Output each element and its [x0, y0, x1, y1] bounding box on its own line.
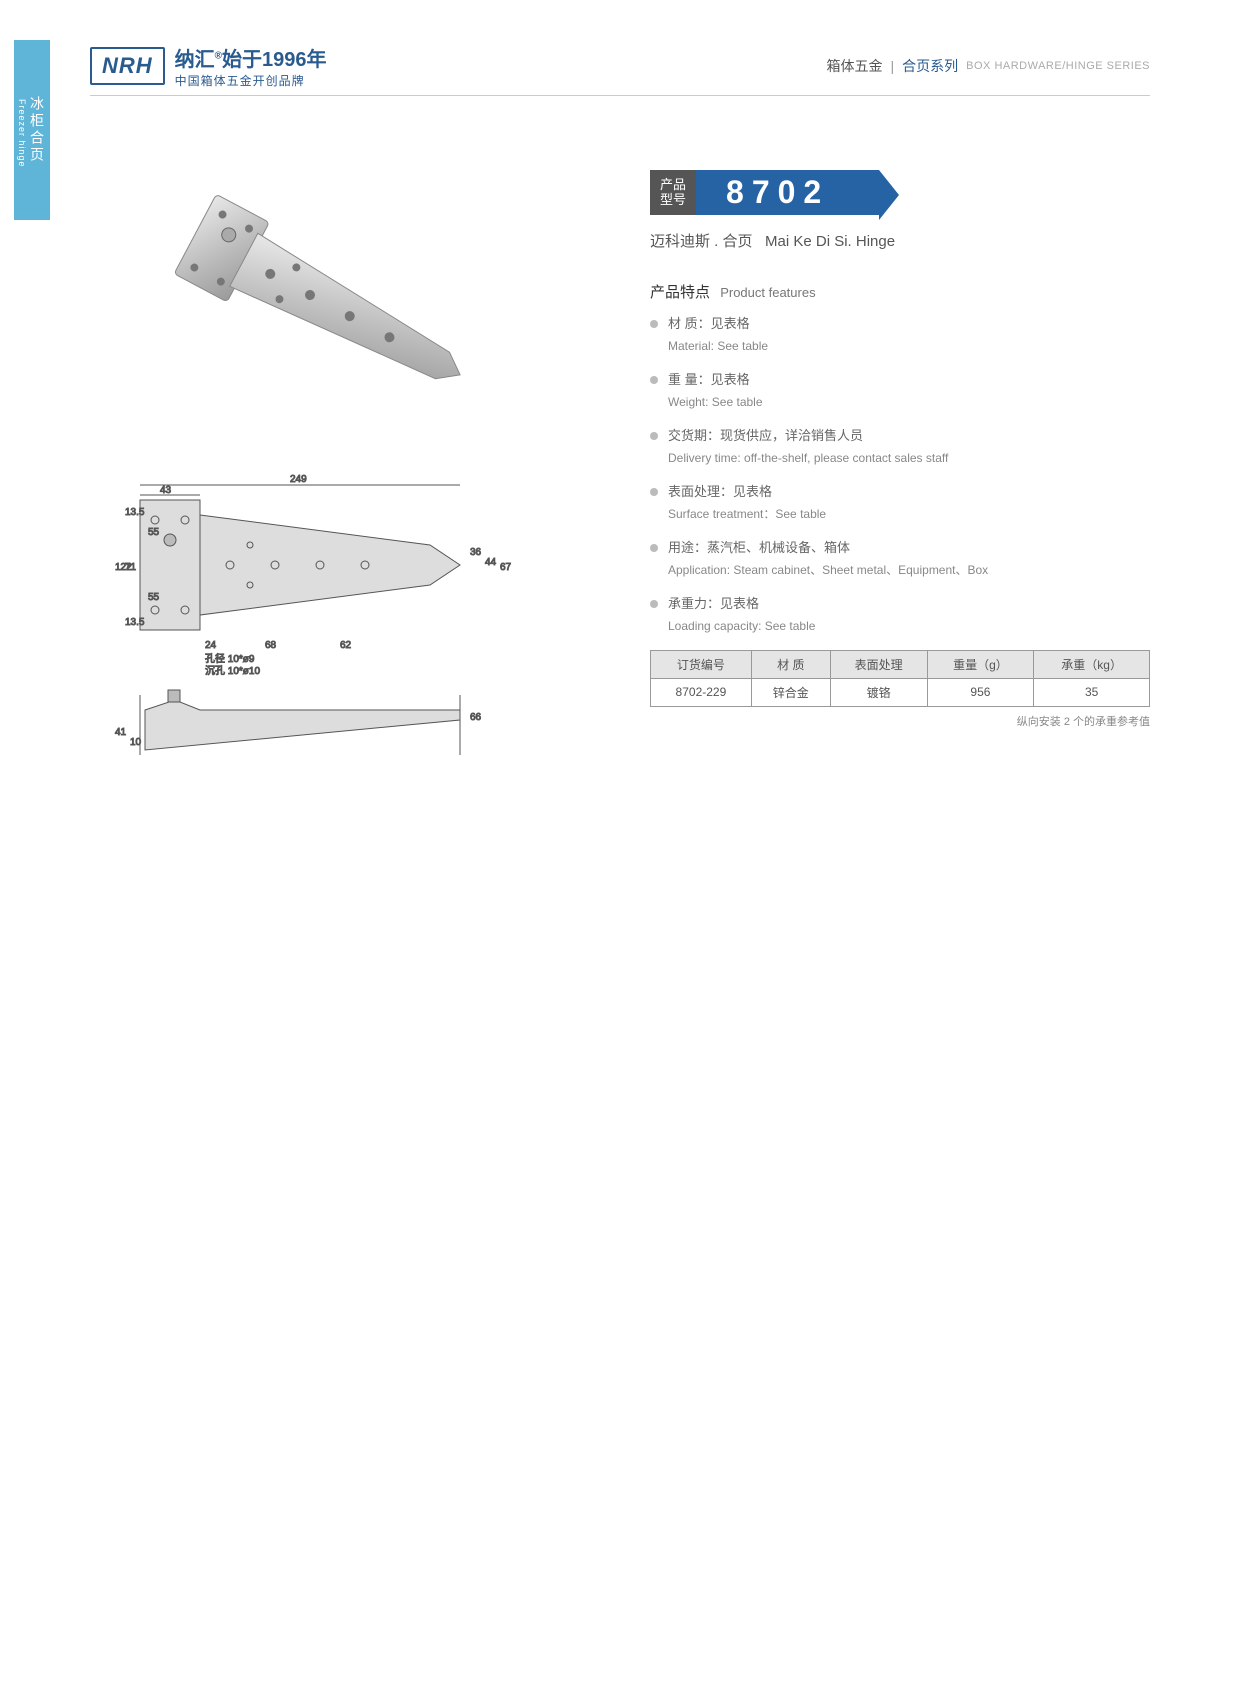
- svg-text:249: 249: [290, 474, 307, 485]
- category-en: BOX HARDWARE/HINGE SERIES: [966, 60, 1150, 72]
- svg-text:13.5: 13.5: [125, 617, 145, 628]
- spec-table: 订货编号材 质表面处理重量（g）承重（kg） 8702-229锌合金镀铬9563…: [650, 650, 1150, 707]
- side-category-tab: 冰柜合页 Freezer hinge: [14, 40, 50, 220]
- table-header: 承重（kg）: [1034, 650, 1150, 678]
- svg-text:67: 67: [500, 562, 512, 573]
- svg-text:孔径 10*ø9: 孔径 10*ø9: [205, 652, 255, 665]
- table-header: 重量（g）: [927, 650, 1034, 678]
- svg-text:71: 71: [125, 562, 137, 573]
- features-title: 产品特点 Product features: [650, 281, 1150, 302]
- product-photo: [100, 170, 560, 430]
- svg-text:68: 68: [265, 640, 277, 651]
- content-area: 249 43 122 13.5 71 13.5 55 55 24 68 62 3…: [100, 170, 1150, 775]
- feature-item: 材 质：见表格Material: See table: [650, 314, 1150, 356]
- right-column: 产品 型号 8702 迈科迪斯 . 合页 Mai Ke Di Si. Hinge…: [650, 170, 1150, 775]
- brand-line1: 纳汇®始于1996年: [175, 43, 327, 72]
- feature-item: 承重力：见表格Loading capacity: See table: [650, 594, 1150, 636]
- feature-item: 表面处理：见表格Surface treatment：See table: [650, 482, 1150, 524]
- table-note: 纵向安装 2 个的承重参考值: [650, 713, 1150, 729]
- model-name: 迈科迪斯 . 合页 Mai Ke Di Si. Hinge: [650, 230, 1150, 251]
- features-list: 材 质：见表格Material: See table 重 量：见表格Weight:…: [650, 314, 1150, 636]
- table-header: 材 质: [751, 650, 830, 678]
- svg-text:24: 24: [205, 640, 217, 651]
- feature-item: 用途：蒸汽柜、机械设备、箱体Application: Steam cabinet…: [650, 538, 1150, 580]
- logo-text: 纳汇®始于1996年 中国箱体五金开创品牌: [175, 43, 327, 89]
- table-header: 表面处理: [830, 650, 927, 678]
- model-header: 产品 型号 8702: [650, 170, 1150, 215]
- model-label: 产品 型号: [650, 170, 696, 215]
- svg-text:55: 55: [148, 527, 160, 538]
- table-header: 订货编号: [651, 650, 752, 678]
- feature-item: 重 量：见表格Weight: See table: [650, 370, 1150, 412]
- category-cn1: 箱体五金: [827, 56, 883, 76]
- side-tab-en: Freezer hinge: [17, 99, 27, 168]
- logo-mark: NRH: [90, 47, 165, 85]
- header-category: 箱体五金 | 合页系列 BOX HARDWARE/HINGE SERIES: [827, 56, 1150, 76]
- table-header-row: 订货编号材 质表面处理重量（g）承重（kg）: [651, 650, 1150, 678]
- svg-text:62: 62: [340, 640, 352, 651]
- svg-text:41: 41: [115, 727, 127, 738]
- model-number: 8702: [696, 170, 879, 215]
- svg-text:43: 43: [160, 485, 172, 496]
- svg-text:55: 55: [148, 592, 160, 603]
- svg-text:36: 36: [470, 547, 482, 558]
- svg-text:沉孔 10*ø10: 沉孔 10*ø10: [205, 664, 260, 677]
- side-tab-cn: 冰柜合页: [27, 96, 47, 164]
- page-header: NRH 纳汇®始于1996年 中国箱体五金开创品牌 箱体五金 | 合页系列 BO…: [90, 36, 1150, 96]
- technical-drawing: 249 43 122 13.5 71 13.5 55 55 24 68 62 3…: [100, 450, 620, 775]
- brand-tagline: 中国箱体五金开创品牌: [175, 72, 327, 89]
- logo-block: NRH 纳汇®始于1996年 中国箱体五金开创品牌: [90, 43, 327, 89]
- category-cn2: 合页系列: [902, 56, 958, 76]
- table-row: 8702-229锌合金镀铬95635: [651, 678, 1150, 706]
- svg-text:44: 44: [485, 557, 497, 568]
- svg-text:66: 66: [470, 712, 482, 723]
- left-column: 249 43 122 13.5 71 13.5 55 55 24 68 62 3…: [100, 170, 620, 775]
- svg-text:13.5: 13.5: [125, 507, 145, 518]
- table-body: 8702-229锌合金镀铬95635: [651, 678, 1150, 706]
- feature-item: 交货期：现货供应，详洽销售人员Delivery time: off-the-sh…: [650, 426, 1150, 468]
